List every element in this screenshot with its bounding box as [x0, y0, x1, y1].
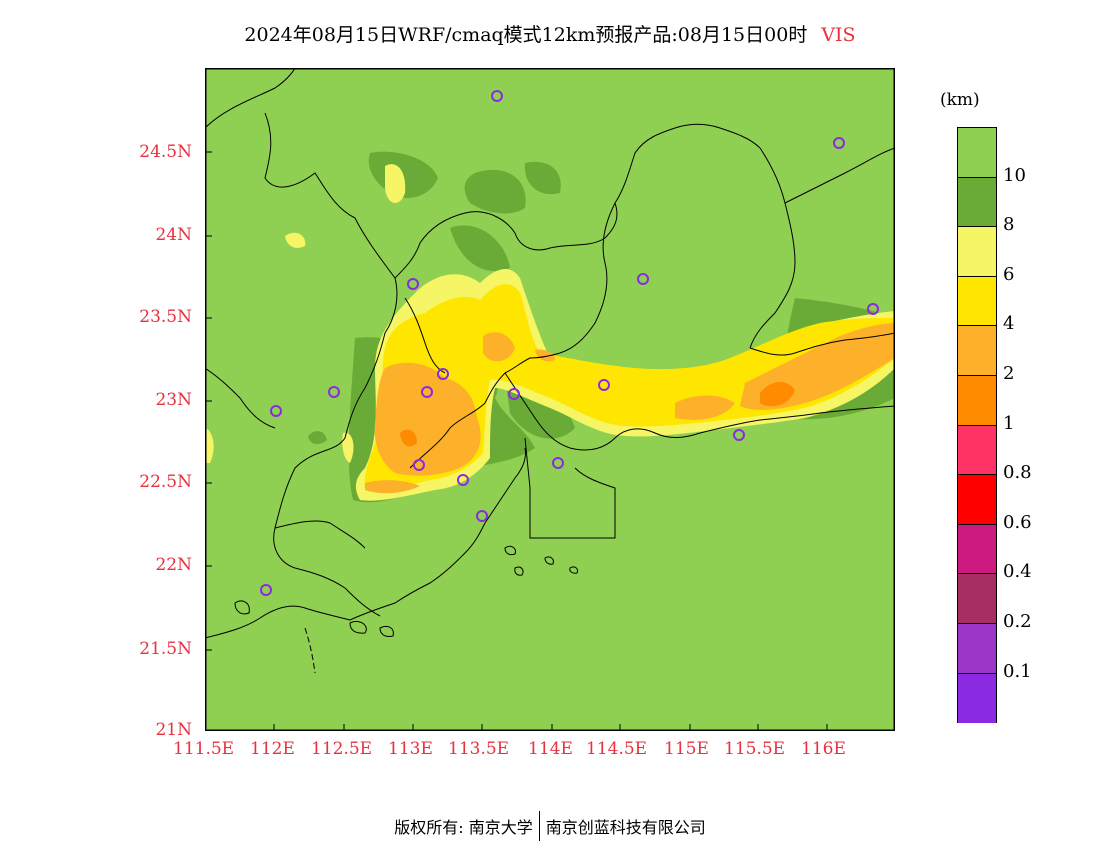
x-tick-label: 115.5E [724, 739, 786, 759]
y-tick-label: 21.5N [139, 639, 192, 659]
x-tick-label: 114E [528, 739, 573, 759]
contour-2-4 [365, 480, 420, 494]
legend-label: 0.2 [1003, 611, 1032, 632]
legend-swatch [958, 376, 996, 426]
x-tick-label: 113.5E [448, 739, 510, 759]
contour-2-4 [483, 332, 515, 362]
island-outlines [234, 545, 578, 637]
station-marker [270, 405, 282, 417]
station-marker [437, 368, 449, 380]
station-marker [407, 278, 419, 290]
legend-swatch [958, 574, 996, 624]
x-tick-label: 115E [664, 739, 709, 759]
contour-2-4 [535, 349, 555, 362]
footer: 版权所有: 南京大学 南京创蓝科技有限公司 [0, 811, 1100, 841]
legend-label: 4 [1003, 313, 1015, 335]
contour-8-10 [308, 431, 327, 445]
y-tick-label: 22N [155, 555, 192, 575]
station-marker [260, 584, 272, 596]
station-marker [508, 388, 520, 400]
legend-label: 0.8 [1003, 462, 1032, 484]
legend-swatch [958, 276, 996, 327]
contour-6-8 [285, 232, 306, 248]
legend-swatch [958, 425, 996, 476]
title-variable: VIS [821, 24, 856, 46]
legend-unit: (km) [940, 90, 980, 110]
legend-swatch [958, 326, 996, 376]
boundary-lines [205, 68, 895, 674]
contour-2-4 [675, 395, 735, 420]
map-frame [205, 68, 895, 731]
legend-swatch [958, 524, 996, 575]
legend-label: 0.6 [1003, 511, 1032, 533]
station-marker [413, 459, 425, 471]
chart-title: 2024年08月15日WRF/cmaq模式12km预报产品:08月15日00时 V… [0, 20, 1100, 47]
station-marker [491, 90, 503, 102]
y-tick-label: 23.5N [139, 307, 192, 327]
legend-label: 0.1 [1003, 660, 1032, 682]
station-marker [867, 303, 879, 315]
station-marker [328, 386, 340, 398]
legend-swatch [958, 673, 996, 724]
station-marker [476, 510, 488, 522]
copyright-left: 版权所有: 南京大学 [394, 818, 533, 837]
legend-label: 2 [1003, 363, 1015, 384]
x-tick-label: 112.5E [311, 739, 373, 759]
legend-label: 1 [1003, 412, 1015, 434]
visibility-map [205, 68, 895, 731]
station-marker [598, 379, 610, 391]
contour-8-10 [524, 161, 561, 195]
y-tick-label: 24N [155, 225, 192, 245]
station-marker [733, 429, 745, 441]
station-marker [833, 137, 845, 149]
contour-1-2 [760, 382, 795, 407]
contour-8-10 [450, 225, 510, 272]
title-main: 2024年08月15日WRF/cmaq模式12km预报产品:08月15日00时 [244, 24, 808, 46]
legend-swatch [958, 128, 996, 178]
x-tick-label: 114.5E [586, 739, 648, 759]
legend-swatch [958, 227, 996, 277]
y-tick-label: 24.5N [139, 142, 192, 162]
copyright-right: 南京创蓝科技有限公司 [545, 818, 706, 837]
contour-6-8 [385, 164, 406, 204]
legend-label: 8 [1003, 214, 1015, 236]
contour-8-10 [464, 169, 526, 214]
legend-swatch [958, 177, 996, 228]
x-tick-label: 112E [250, 739, 295, 759]
y-tick-label: 23N [155, 390, 192, 410]
y-tick-label: 22.5N [139, 472, 192, 492]
color-legend [957, 127, 997, 724]
x-tick-label: 116E [801, 739, 846, 759]
station-marker [457, 474, 469, 486]
station-marker [421, 386, 433, 398]
legend-label: 10 [1003, 164, 1026, 186]
legend-label: 0.4 [1003, 561, 1032, 583]
legend-swatch [958, 475, 996, 525]
contour-1-2 [400, 429, 417, 447]
y-tick-label: 21N [155, 720, 192, 740]
footer-separator [538, 811, 540, 841]
legend-swatch [958, 624, 996, 674]
station-markers [260, 90, 879, 596]
x-tick-label: 111.5E [173, 739, 235, 759]
contour-6-8 [342, 432, 354, 463]
contour-6-8 [205, 428, 214, 463]
station-marker [552, 457, 564, 469]
contour-2-4 [374, 362, 481, 476]
legend-label: 6 [1003, 263, 1015, 285]
x-tick-label: 113E [388, 739, 433, 759]
station-marker [637, 273, 649, 285]
